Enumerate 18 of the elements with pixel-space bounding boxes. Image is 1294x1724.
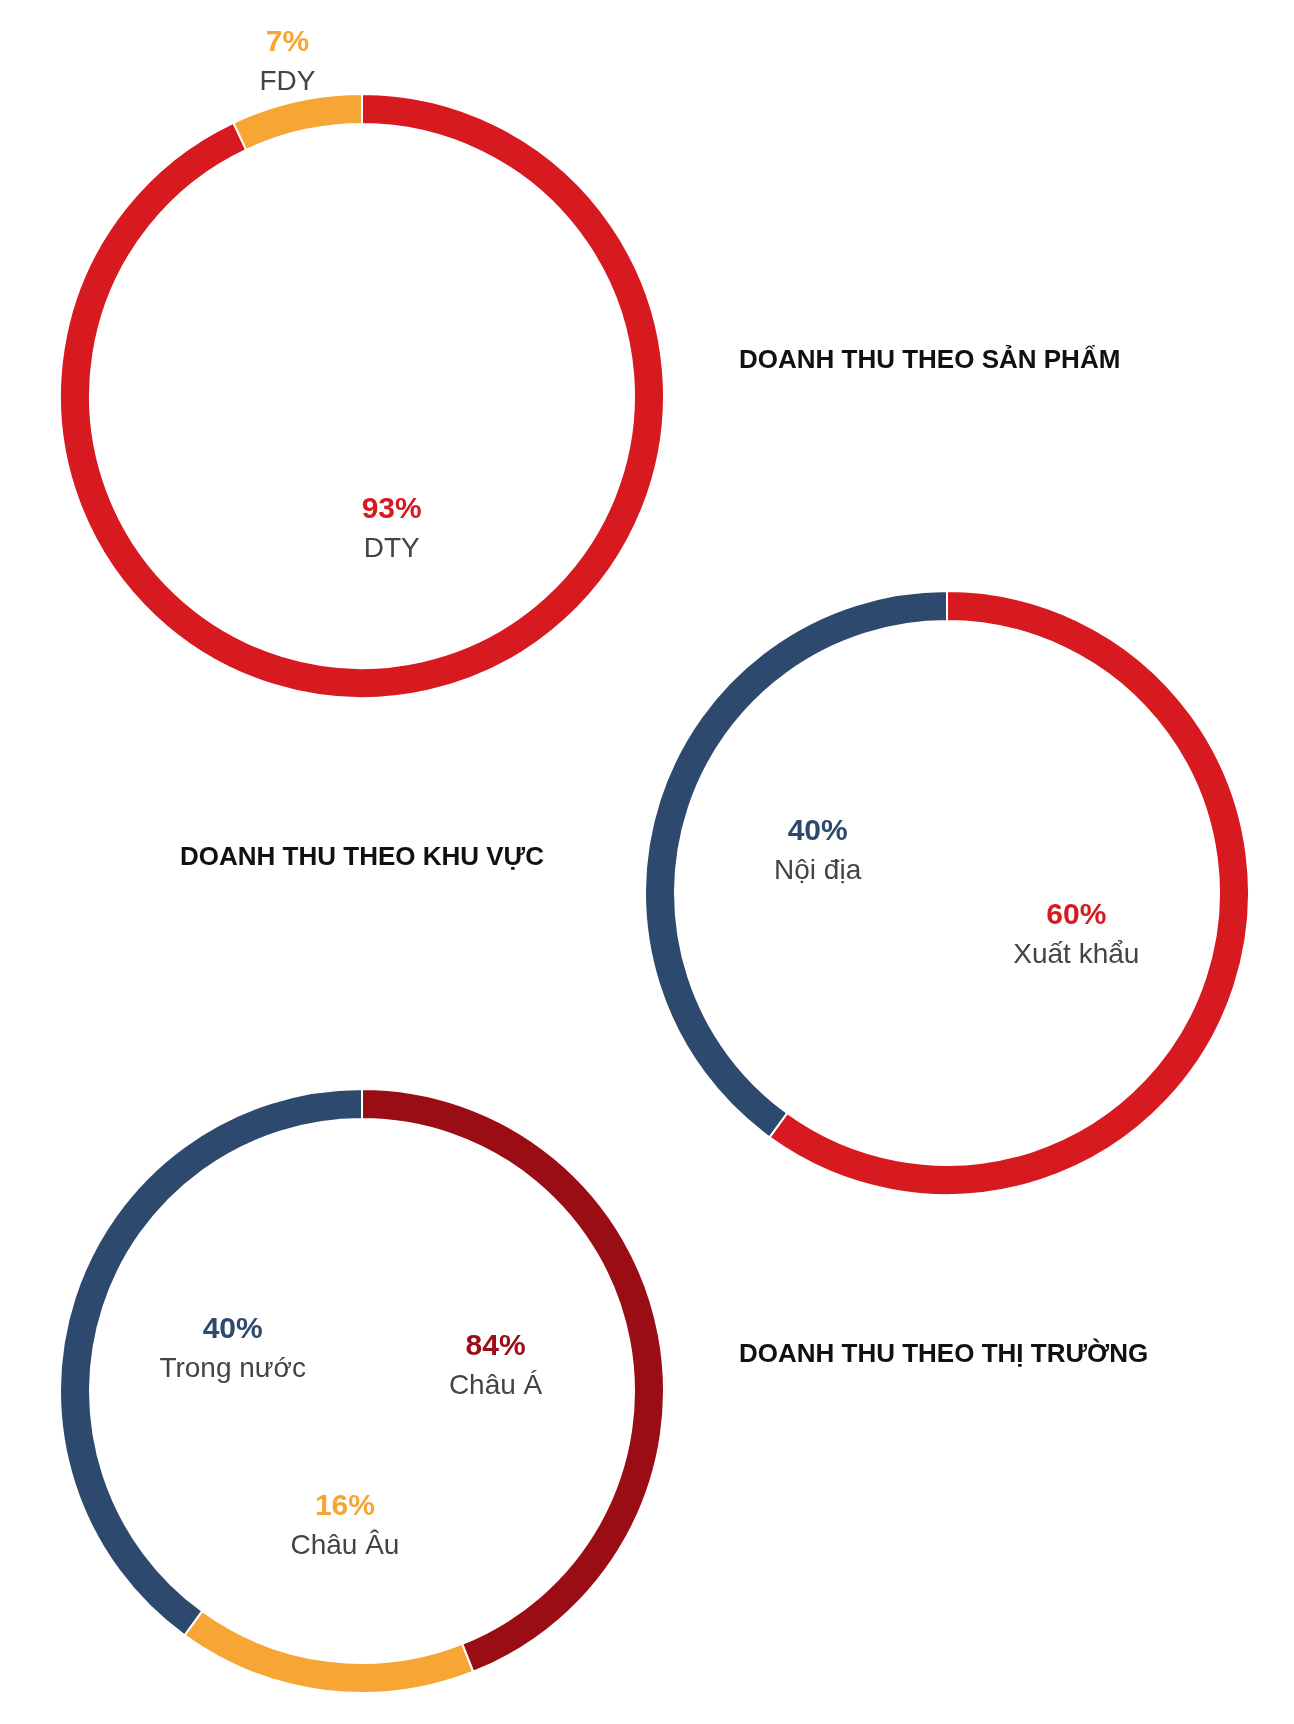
data-label: 40% [787, 812, 848, 846]
data-label: 60% [1046, 897, 1107, 931]
text: DOANH THU THEO SẢN PHẨM [739, 344, 1121, 374]
slice-label: Châu Á [448, 1368, 543, 1400]
slice-label: Trong nước [159, 1351, 306, 1383]
slice-label: Xuất khẩu [1013, 938, 1140, 970]
data-label: 40% [202, 1310, 263, 1344]
slice-label: FDY [259, 65, 316, 97]
slice-label: Nội địa [774, 853, 862, 885]
data-label: 16% [314, 1487, 375, 1521]
text: DOANH THU THEO KHU VỰC [180, 841, 545, 871]
slice-label: Châu Âu [290, 1528, 400, 1560]
data-label: 93% [361, 490, 422, 524]
donut-slice [59, 93, 665, 699]
text: 84% [465, 1327, 526, 1361]
slice-label: DTY [363, 531, 420, 563]
data-label: 7% [265, 24, 310, 58]
text: DOANH THU THEO THỊ TRƯỜNG [739, 1338, 1149, 1368]
